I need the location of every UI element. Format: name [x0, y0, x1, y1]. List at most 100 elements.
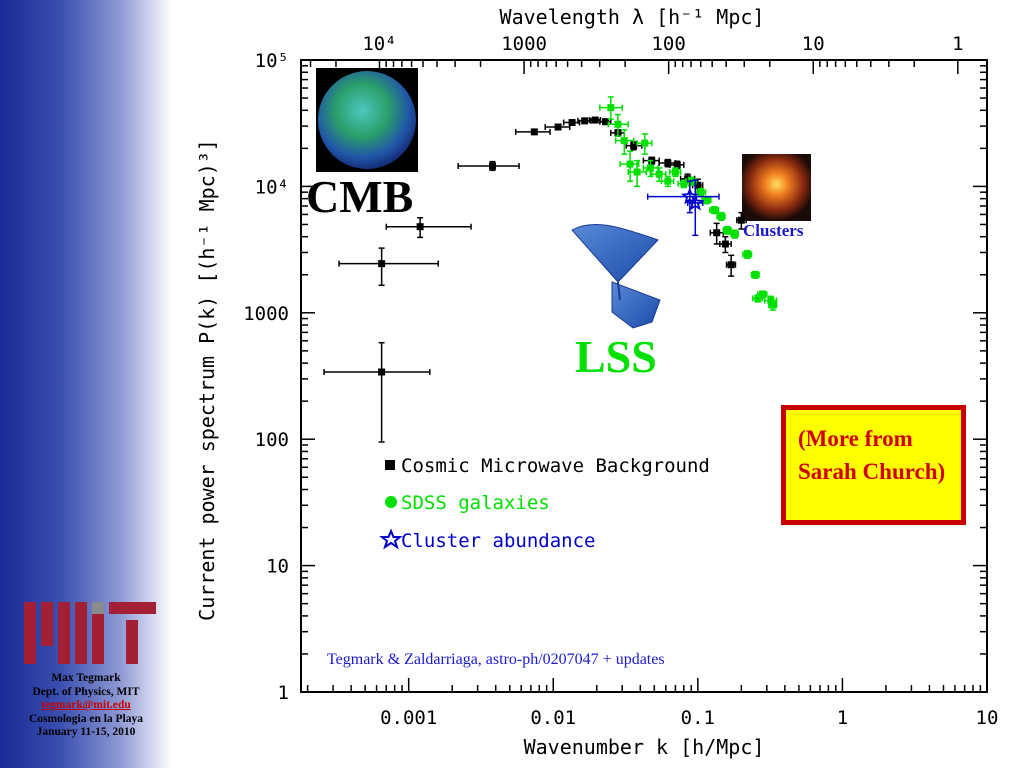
data-point-circle — [677, 179, 690, 189]
x-tick-label: 0.1 — [681, 707, 715, 729]
marker-star — [686, 193, 705, 211]
marker-circle — [723, 226, 731, 234]
data-point-circle — [599, 96, 623, 120]
marker-square — [630, 142, 638, 150]
cmb-label: CMB — [306, 171, 414, 222]
marker-square — [591, 116, 599, 124]
data-point-square — [323, 341, 431, 443]
data-point-square — [385, 216, 472, 239]
legend-label-sdss: SDSS galaxies — [401, 492, 550, 514]
plot-frame — [300, 59, 988, 693]
marker-square — [530, 128, 538, 136]
data-point-square — [719, 235, 732, 254]
top-tick-label: 10 — [802, 33, 825, 55]
x-axis-label: Wavenumber k [h/Mpc] — [524, 735, 765, 759]
y-tick-label: 1000 — [243, 303, 289, 325]
lss-label: LSS — [575, 331, 657, 382]
data-point-circle — [709, 206, 720, 215]
data-point-circle — [768, 299, 778, 311]
marker-square — [737, 216, 745, 224]
data-point-circle — [660, 175, 675, 188]
data-point-circle — [730, 229, 739, 239]
marker-circle — [614, 120, 622, 128]
data-point-circle — [757, 290, 768, 299]
data-point-circle — [752, 294, 764, 303]
marker-square — [664, 159, 672, 167]
event-dates: January 11-15, 2010 — [36, 726, 136, 738]
data-point-square — [544, 123, 571, 131]
top-tick-label: 1 — [952, 33, 963, 55]
marker-circle — [633, 168, 641, 176]
marker-square — [727, 261, 735, 269]
axis-ticks — [301, 60, 987, 693]
marker-circle — [754, 294, 762, 302]
author-email-link[interactable]: tegmark@mit.edu — [41, 699, 131, 711]
legend-marker-cmb — [385, 460, 395, 470]
marker-square — [713, 229, 721, 237]
legend-marker-cluster — [379, 528, 403, 550]
marker-circle — [620, 137, 628, 145]
data-point-star — [686, 179, 705, 237]
data-point-square — [709, 222, 725, 245]
legend-label-cmb: Cosmic Microwave Background — [401, 455, 710, 477]
author-footer: Max Tegmark Dept. of Physics, MIT tegmar… — [0, 672, 172, 740]
x-tick-label: 1 — [837, 707, 848, 729]
y-tick-label: 10⁵ — [255, 50, 289, 72]
y-tick-label: 10 — [266, 556, 289, 578]
author-dept: Dept. of Physics, MIT — [32, 685, 140, 698]
y-tick-label: 1 — [278, 682, 289, 704]
cmb-sky-map — [318, 71, 416, 169]
data-point-square — [577, 117, 592, 125]
data-point-square — [457, 160, 520, 172]
marker-circle — [626, 160, 634, 168]
marker-square — [416, 223, 424, 231]
y-axis-label: Current power spectrum P(k) [(h⁻¹ Mpc)³] — [195, 139, 219, 621]
lss-survey-fan-graphic — [571, 224, 661, 329]
marker-square — [602, 118, 610, 126]
more-from-sarah-church-box: (More from Sarah Church) — [781, 405, 966, 525]
marker-circle — [671, 168, 679, 176]
y-tick-label: 10⁴ — [255, 176, 289, 198]
data-point-circle — [614, 129, 635, 155]
marker-circle — [703, 196, 711, 204]
marker-circle — [680, 180, 688, 188]
top-tick-label: 1000 — [501, 33, 547, 55]
marker-square — [684, 175, 692, 183]
marker-square — [378, 368, 386, 376]
data-point-circle — [636, 133, 653, 155]
data-point-circle — [742, 249, 753, 260]
marker-circle — [697, 188, 705, 196]
marker-circle — [655, 170, 663, 178]
data-point-circle — [627, 159, 648, 188]
cluster-image — [742, 154, 811, 221]
legend-label-cluster: Cluster abundance — [401, 530, 595, 552]
top-tick-label: 10⁴ — [362, 33, 396, 55]
legend: Cosmic Microwave Background SDSS galaxie… — [379, 455, 710, 552]
x-tick-label: 0.01 — [530, 707, 576, 729]
data-point-square — [725, 254, 737, 277]
marker-circle — [646, 164, 654, 172]
marker-circle — [731, 230, 739, 238]
tick-labels: 0.001 0.01 0.1 1 10 10⁴ 1000 100 10 1 1 10 100 1000 10… — [243, 33, 998, 729]
event-name: Cosmologia en la Playa — [28, 712, 144, 725]
top-x-axis-label: Wavelength λ [h⁻¹ Mpc] — [500, 5, 765, 29]
author-name: Max Tegmark — [51, 672, 121, 684]
data-point-circle — [750, 270, 760, 279]
x-tick-label: 0.001 — [380, 707, 437, 729]
data-point-square — [588, 116, 602, 124]
data-point-circle — [619, 150, 640, 182]
data-point-circle — [716, 211, 726, 221]
mit-logo — [24, 602, 156, 664]
marker-square — [721, 240, 729, 248]
marker-circle — [751, 271, 759, 279]
series-square — [323, 116, 747, 443]
citation: Tegmark & Zaldarriaga, astro-ph/0207047 … — [327, 651, 665, 668]
marker-square — [554, 123, 562, 131]
series-circle — [599, 96, 778, 311]
top-tick-label: 100 — [651, 33, 685, 55]
marker-circle — [607, 104, 615, 112]
data-point-square — [736, 211, 747, 230]
legend-marker-sdss — [385, 496, 397, 508]
x-tick-label: 10 — [976, 707, 999, 729]
marker-square — [488, 162, 496, 170]
